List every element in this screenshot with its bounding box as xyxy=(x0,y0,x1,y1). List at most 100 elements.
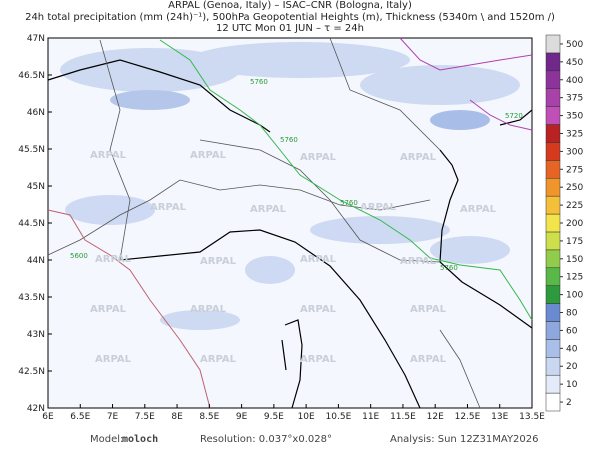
colorbar-label: 450 xyxy=(566,58,583,68)
colorbar-label: 40 xyxy=(566,344,578,354)
colorbar-label: 175 xyxy=(566,237,583,247)
footer-analysis: Analysis: Sun 12Z31MAY2026 xyxy=(390,434,539,445)
lat-label: 46N xyxy=(27,108,45,118)
watermark: ARPAL xyxy=(460,204,497,215)
watermark: ARPAL xyxy=(400,152,437,163)
watermark: ARPAL xyxy=(300,152,337,163)
lon-label: 9E xyxy=(236,412,248,422)
lon-label: 13E xyxy=(491,412,508,422)
colorbar-label: 125 xyxy=(566,273,583,283)
lon-label: 8E xyxy=(171,412,183,422)
colorbar-label: 225 xyxy=(566,201,583,211)
watermark: ARPAL xyxy=(95,354,132,365)
watermark: ARPAL xyxy=(410,304,447,315)
watermark: ARPAL xyxy=(410,354,447,365)
watermark: ARPAL xyxy=(300,354,337,365)
header-line: ARPAL (Genoa, Italy) – ISAC–CNR (Bologna… xyxy=(168,0,412,11)
colorbar-box xyxy=(545,321,561,340)
colorbar-box xyxy=(545,142,561,161)
lon-label: 6.5E xyxy=(70,412,90,422)
contour-label: 5760 xyxy=(280,136,298,144)
colorbar-label: 2 xyxy=(566,398,572,408)
precip-areas xyxy=(60,42,520,330)
lat-label: 43.5N xyxy=(18,293,45,303)
colorbar-label: 325 xyxy=(566,129,583,139)
colorbar-box xyxy=(545,195,561,215)
lat-label: 45N xyxy=(27,182,45,192)
watermark: ARPAL xyxy=(190,304,227,315)
watermark: ARPAL xyxy=(200,256,237,267)
lat-label: 47N xyxy=(27,34,45,44)
colorbar-box xyxy=(545,160,561,179)
lon-label: 10E xyxy=(298,412,315,422)
colorbar-label: 400 xyxy=(566,76,583,86)
lon-label: 12E xyxy=(427,412,444,422)
colorbar-label: 100 xyxy=(566,291,583,301)
contour-label: 5760 xyxy=(340,199,358,207)
colorbar-box xyxy=(545,213,561,233)
borders xyxy=(47,37,481,409)
header-line: 24h total precipitation (mm (24h)⁻¹), 50… xyxy=(25,12,555,23)
watermark: ARPAL xyxy=(90,150,127,161)
lat-label: 42N xyxy=(27,404,45,414)
watermark: ARPAL xyxy=(300,304,337,315)
colorbar-label: 375 xyxy=(566,94,583,104)
watermark: ARPAL xyxy=(150,202,187,213)
watermark: ARPAL xyxy=(90,304,127,315)
colorbar-box xyxy=(545,374,561,394)
colorbar-label: 250 xyxy=(566,183,583,193)
colorbar-box xyxy=(545,70,561,89)
colorbar-box xyxy=(545,177,561,197)
watermark: ARPAL xyxy=(200,354,237,365)
lat-label: 46.5N xyxy=(18,71,45,81)
lon-label: 9.5E xyxy=(264,412,284,422)
colorbar-label: 80 xyxy=(566,309,578,319)
contour-label: 5760 xyxy=(440,264,458,272)
lon-label: 11.5E xyxy=(390,412,416,422)
colorbar-box xyxy=(545,106,561,125)
colorbar-label: 20 xyxy=(566,362,578,372)
colorbar-box xyxy=(545,285,561,304)
colorbar-box xyxy=(545,267,561,286)
lat-label: 42.5N xyxy=(18,367,45,377)
colorbar-label: 200 xyxy=(566,219,583,229)
watermark: ARPAL xyxy=(360,202,397,213)
colorbar-box xyxy=(545,303,561,322)
contour-label: 5600 xyxy=(70,252,88,260)
colorbar-box xyxy=(545,339,561,358)
footer-model-label: Model: xyxy=(90,434,123,445)
lat-label: 43N xyxy=(27,330,45,340)
watermark: ARPAL xyxy=(400,256,437,267)
colorbar-box xyxy=(545,88,561,107)
lat-label: 45.5N xyxy=(18,145,45,155)
lon-label: 10.5E xyxy=(326,412,352,422)
colorbar-label: 300 xyxy=(566,147,583,157)
lat-label: 44.5N xyxy=(18,219,45,229)
colorbar-box xyxy=(545,34,561,54)
contours xyxy=(47,37,533,409)
footer-resolution: Resolution: 0.037°x0.028° xyxy=(200,434,332,445)
colorbar-box xyxy=(545,52,561,72)
lon-label: 7.5E xyxy=(135,412,155,422)
colorbar-label: 10 xyxy=(566,380,578,390)
watermark: ARPAL xyxy=(95,254,132,265)
colorbar-label: 150 xyxy=(566,255,583,265)
watermark: ARPAL xyxy=(190,150,227,161)
map-area: ARPAL ARPAL ARPAL ARPAL ARPAL ARPAL ARPAL ARPAL… xyxy=(47,37,533,409)
contour-label: 5720 xyxy=(505,112,523,120)
watermark: ARPAL xyxy=(250,204,287,215)
colorbar-label: 350 xyxy=(566,112,583,122)
contour-label: 5760 xyxy=(250,78,268,86)
lat-label: 44N xyxy=(27,256,45,266)
colorbar-box xyxy=(545,392,561,412)
lon-label: 13.5E xyxy=(519,412,545,422)
header-line: 12 UTC Mon 01 JUN – τ = 24h xyxy=(216,23,364,34)
colorbar-label: 500 xyxy=(566,40,583,50)
lon-label: 7E xyxy=(107,412,119,422)
lon-label: 8.5E xyxy=(199,412,219,422)
colorbar: 2 10 20 40 60 80 100 125 150 175 200 225 250 275 300 32… xyxy=(545,34,583,412)
footer-model: moloch xyxy=(122,434,158,445)
lon-label: 6E xyxy=(42,412,54,422)
colorbar-box xyxy=(545,249,561,269)
